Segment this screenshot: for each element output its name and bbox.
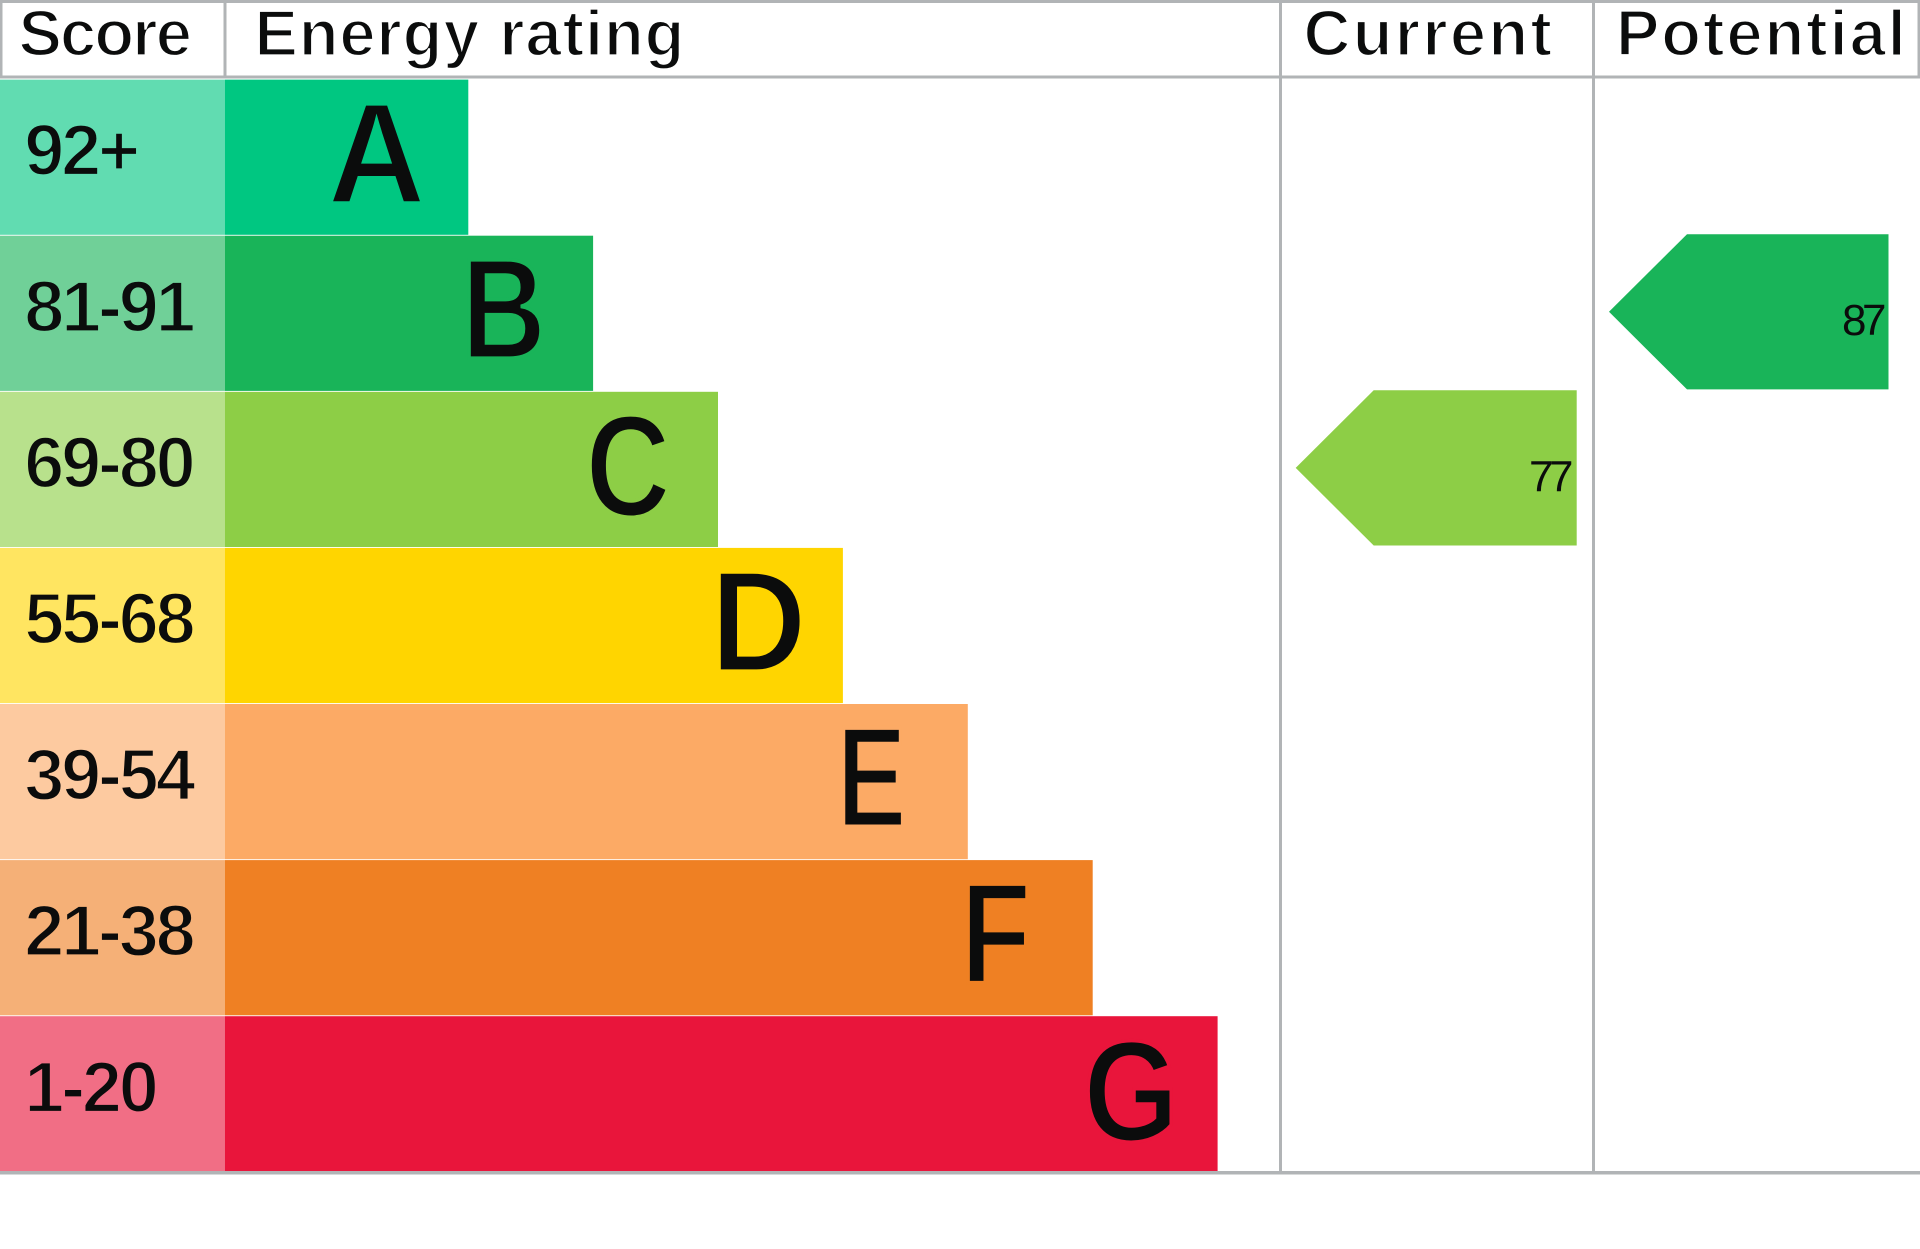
svg-text:Energy rating: Energy rating — [255, 0, 686, 69]
svg-text:39-54: 39-54 — [24, 736, 195, 816]
svg-text:1-20: 1-20 — [24, 1048, 156, 1128]
svg-text:B: B — [462, 229, 547, 389]
svg-text:Score: Score — [19, 0, 191, 69]
svg-text:21-38: 21-38 — [24, 892, 193, 972]
svg-text:87: 87 — [1842, 296, 1885, 345]
svg-text:92+: 92+ — [24, 111, 138, 191]
svg-text:77: 77 — [1529, 453, 1572, 502]
svg-text:D: D — [710, 542, 806, 702]
svg-text:G: G — [1083, 1012, 1178, 1172]
svg-text:A: A — [328, 73, 426, 233]
svg-text:Current: Current — [1304, 0, 1555, 69]
svg-text:C: C — [586, 384, 671, 546]
svg-text:E: E — [837, 696, 907, 857]
svg-text:69-80: 69-80 — [24, 423, 193, 503]
svg-text:F: F — [961, 853, 1031, 1014]
svg-text:55-68: 55-68 — [24, 580, 193, 660]
svg-text:Potential: Potential — [1616, 0, 1908, 69]
svg-text:81-91: 81-91 — [24, 267, 194, 347]
